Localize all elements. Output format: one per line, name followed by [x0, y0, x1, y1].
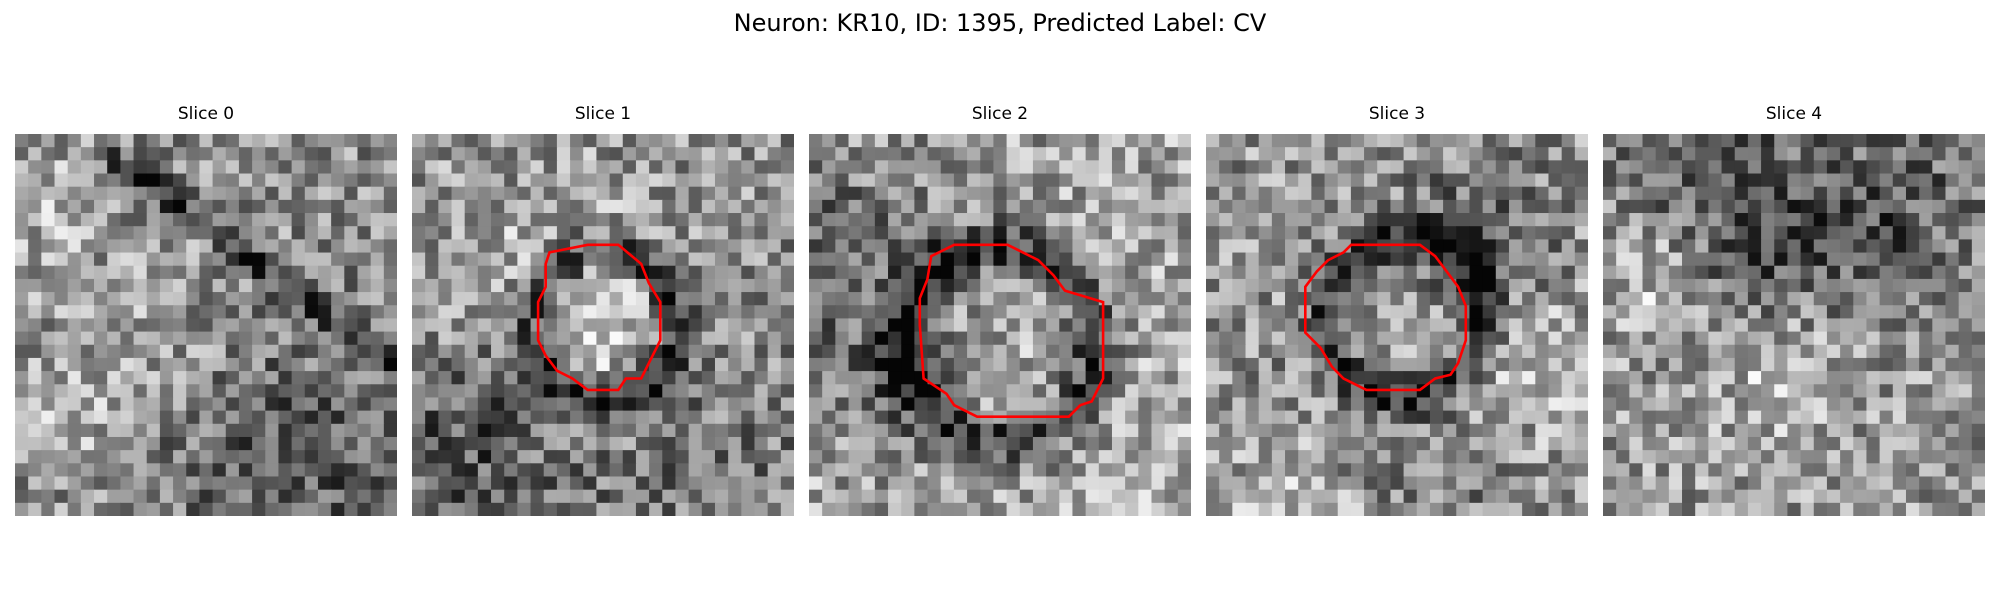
contour-outline — [1304, 243, 1468, 392]
slice-title: Slice 3 — [1368, 104, 1426, 124]
slice-image — [1206, 134, 1588, 516]
slice-image — [1603, 134, 1985, 516]
slice-image — [809, 134, 1191, 516]
slice-title: Slice 0 — [177, 104, 235, 124]
slice-title: Slice 4 — [1765, 104, 1823, 124]
slice-panel-1: Slice 1 — [412, 104, 794, 522]
contour-outline — [536, 243, 662, 392]
slice-image — [412, 134, 794, 516]
slice-title: Slice 2 — [971, 104, 1029, 124]
slice-panel-3: Slice 3 — [1206, 104, 1588, 522]
slice-title: Slice 1 — [574, 104, 632, 124]
figure-title: Neuron: KR10, ID: 1395, Predicted Label:… — [733, 9, 1267, 37]
slice-panel-4: Slice 4 — [1603, 104, 1985, 522]
slice-image — [15, 134, 397, 516]
slice-panel-2: Slice 2 — [809, 104, 1191, 522]
contour-outline — [918, 243, 1105, 419]
slice-panel-0: Slice 0 — [15, 104, 397, 522]
